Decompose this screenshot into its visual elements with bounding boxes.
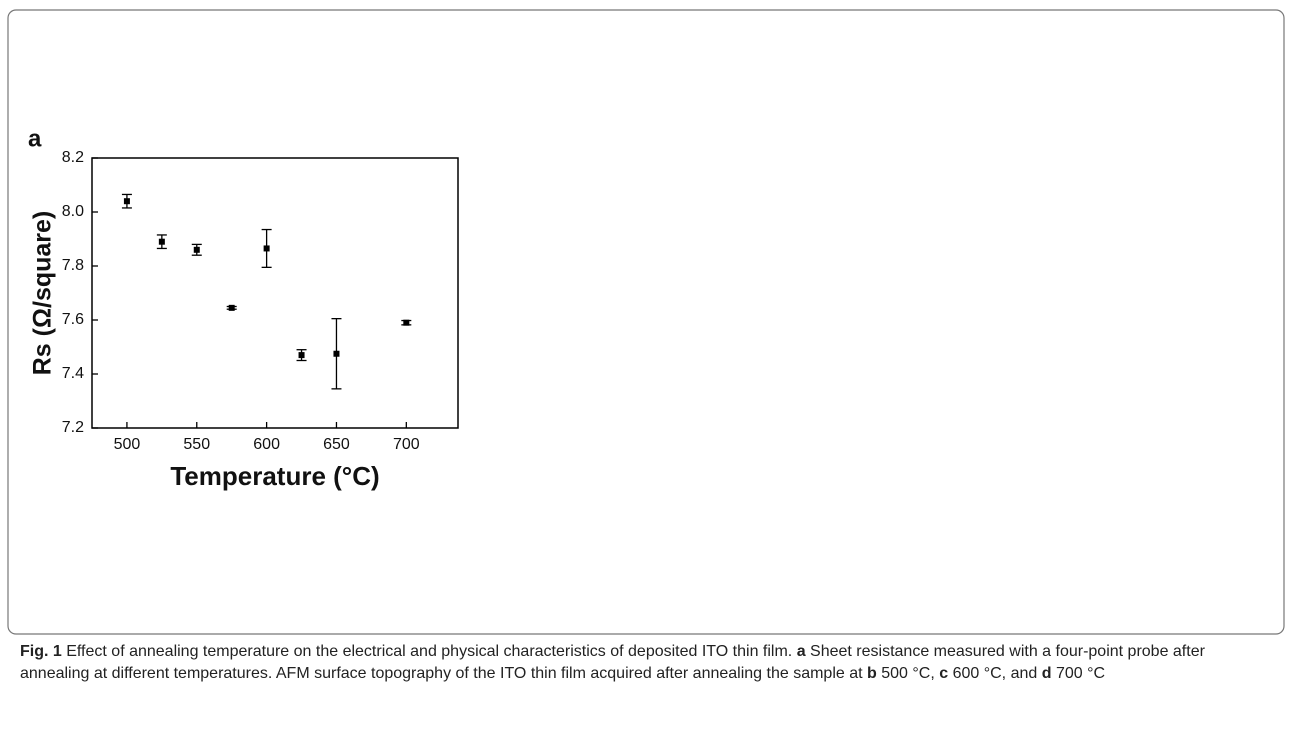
y-tick-label: 7.8	[62, 257, 84, 274]
chart-panel: a Rs (Ω/square) Temperature (°C) 7.2 7.4 7.6 7…	[28, 125, 459, 491]
x-tick-label: 500	[114, 436, 141, 453]
caption-text: Sheet resistance measured with a four-po…	[20, 643, 1205, 682]
y-tick-label: 7.2	[62, 419, 84, 436]
caption-ref: a	[796, 643, 806, 660]
data-point	[333, 350, 340, 357]
data-point	[193, 246, 200, 253]
figure-caption: Fig. 1 Effect of annealing temperature o…	[20, 641, 1270, 685]
data-point	[263, 245, 270, 252]
caption-text: Effect of annealing temperature on the e…	[61, 643, 797, 660]
x-axis-label: Temperature (°C)	[170, 461, 379, 491]
data-point	[123, 198, 130, 205]
panel-label: a	[28, 125, 42, 152]
data-point	[158, 238, 165, 245]
x-tick-label: 700	[393, 436, 420, 453]
x-tick-label: 650	[323, 436, 350, 453]
y-axis-label: Rs (Ω/square)	[29, 211, 57, 376]
caption-text: 700 °C	[1051, 665, 1106, 682]
plot-frame	[91, 157, 459, 429]
x-tick-label: 600	[253, 436, 280, 453]
data-point	[228, 304, 235, 311]
figure-frame	[7, 9, 1285, 635]
caption-ref: b	[867, 665, 877, 682]
y-tick-label: 8.0	[62, 203, 84, 220]
x-tick-label: 550	[183, 436, 210, 453]
figure: b3.3 nm0.0 nmy: 2.0 µmx: 2.0 µm500 °Cann…	[7, 9, 1285, 635]
data-point	[403, 319, 410, 326]
y-tick-label: 7.4	[62, 365, 84, 382]
caption-text: 500 °C,	[876, 665, 940, 682]
caption-figure: Fig. 1	[20, 643, 62, 660]
y-tick-label: 8.2	[62, 149, 84, 166]
y-tick-label: 7.6	[62, 311, 84, 328]
data-point	[298, 352, 305, 359]
caption-ref: d	[1041, 665, 1052, 682]
caption-ref: c	[939, 665, 949, 682]
caption-text: 600 °C, and	[948, 665, 1042, 682]
